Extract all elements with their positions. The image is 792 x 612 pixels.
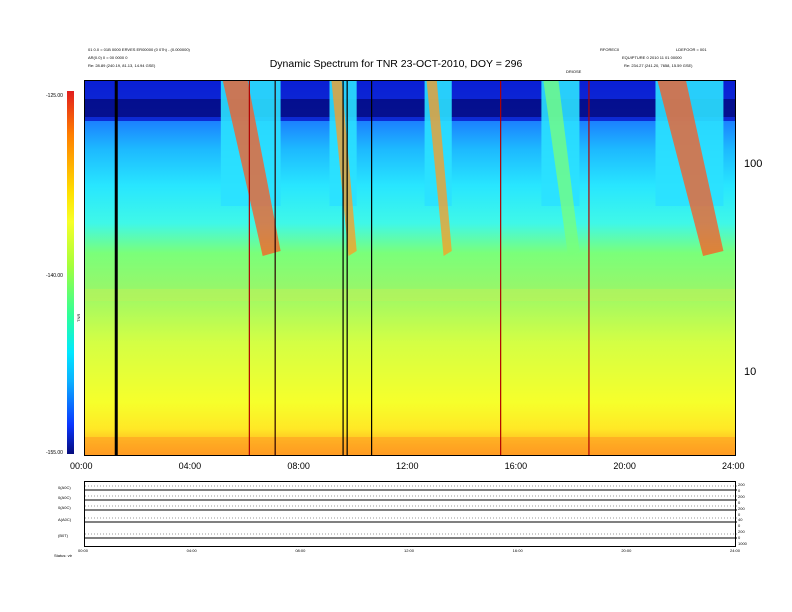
panel-traces: [85, 485, 737, 539]
burst-1: [331, 81, 357, 256]
mid-band: [85, 289, 735, 301]
x-tick-label: 20:00: [613, 461, 636, 471]
x-tick-label: 04:00: [178, 461, 202, 471]
x-tick-label: 08:00: [287, 461, 310, 471]
panel-x-tick-label: 20:00: [621, 548, 632, 553]
panel-right-scale-label: 0: [738, 511, 741, 517]
vertical-line-6: [500, 81, 502, 455]
vertical-line-5: [371, 81, 373, 455]
colorbar-tick-top: -125.00: [46, 93, 63, 99]
vertical-line-7: [588, 81, 590, 455]
y-tick-10: 10: [744, 366, 757, 378]
header-left-line-1: 01 0.0 = 01B 0000 ERVES ER00000 (0 07h) …: [88, 47, 190, 52]
panel-row-label: 0(A0C): [58, 495, 71, 500]
panel-right-scale-label: 40: [738, 517, 743, 523]
panel-right-scale-label: 200: [738, 529, 745, 535]
chart-title: Dynamic Spectrum for TNR 23-OCT-2010, DO…: [269, 58, 523, 70]
panel-right-scale-label: 1000: [738, 541, 747, 546]
x-tick-label: 12:00: [396, 461, 419, 471]
vertical-line-2: [274, 81, 276, 455]
vertical-line-4: [346, 81, 348, 455]
panel-right-scale-label: 0: [738, 535, 741, 541]
header-left-line-3: Re: 28.89 (240.19, 81.13, 14.94 GSE): [88, 63, 156, 68]
header-center-small: RFOREC0: [600, 47, 620, 52]
header-right-line-2: EQUIPTURE 0 2010 11 01 00000: [622, 55, 682, 60]
panel-x-tick-label: 16:00: [512, 548, 523, 553]
panel-x-tick-label: 00:00: [78, 548, 89, 553]
vertical-line-3: [342, 81, 344, 455]
colorbar-tick-mid: -140.00: [46, 273, 63, 279]
header-right-line-3: Re: 234.27 (241.20, 7658, 15.59 GSE): [624, 63, 693, 68]
header-left-line-2: AR(0.0) 0 = 00 0000 0: [88, 55, 128, 60]
ephemeris-panels: [84, 481, 737, 547]
panel-x-tick-label: 04:00: [186, 548, 197, 553]
bottom-band: [85, 437, 735, 455]
panel-row-label: 0(A0C): [58, 505, 71, 510]
header-right-line-1: LDEFOOR = 001: [676, 47, 707, 52]
burst-2: [426, 81, 452, 256]
panel-right-scale-label: 200: [738, 505, 745, 511]
panel-right-scale-label: 0: [738, 487, 741, 493]
burst-4: [657, 81, 724, 256]
panel-x-tick-label: 24:00: [730, 548, 741, 553]
y-tick-100: 100: [744, 158, 763, 170]
panel-right-scale-label: 200: [738, 482, 745, 487]
spectrogram-overlay: [85, 81, 735, 455]
spectrogram-plot: [84, 80, 736, 456]
panel-right-scale-label: 0: [738, 523, 741, 529]
colorbar: [67, 91, 74, 454]
burst-3: [543, 81, 580, 256]
panel-right-scale-label: 200: [738, 493, 745, 499]
panel-x-tick-label: 08:00: [295, 548, 306, 553]
panel-row-label: A(A0C): [58, 517, 72, 522]
colorbar-tick-bottom: -155.00: [46, 450, 63, 456]
colorbar-label: TNR: [76, 313, 81, 322]
burst-0: [222, 81, 281, 256]
status-footer: Status: vtr: [54, 553, 73, 558]
x-tick-label: 24:00: [722, 461, 745, 471]
dark-band: [85, 99, 735, 117]
panel-row-label: (B0T): [58, 533, 68, 538]
marker-label: DRIOSE: [566, 69, 582, 74]
vertical-line-0: [114, 81, 118, 455]
panel-row-label: 0(A0C): [58, 485, 71, 490]
vertical-line-1: [248, 81, 250, 455]
x-tick-label: 16:00: [504, 461, 528, 471]
x-tick-label: 00:00: [70, 461, 93, 471]
panel-right-scale-label: 0: [738, 499, 741, 505]
panel-x-tick-label: 12:00: [404, 548, 415, 553]
